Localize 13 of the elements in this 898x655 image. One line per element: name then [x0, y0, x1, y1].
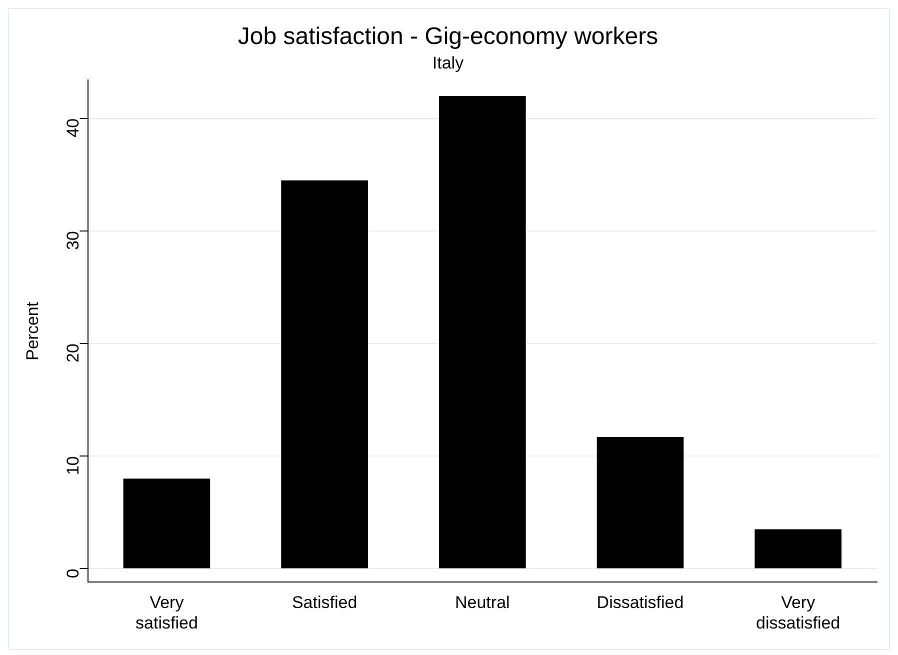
chart-subtitle: Italy: [432, 54, 464, 73]
x-tick-label: Satisfied: [292, 593, 358, 612]
x-tick-label: Very dissatisfied: [756, 593, 840, 632]
y-tick-label: 30: [63, 231, 82, 250]
y-tick-label: 20: [63, 344, 82, 363]
x-tick-label: Neutral: [454, 593, 510, 612]
chart-title: Job satisfaction - Gig-economy workers: [238, 23, 658, 50]
y-axis-title: Percent: [22, 302, 42, 360]
x-tick-label: Very satisfied: [136, 593, 198, 632]
x-tick-label: Dissatisfied: [596, 593, 684, 612]
y-tick-label: 0: [63, 568, 82, 578]
y-tick-label: 10: [63, 456, 82, 476]
y-tick-label: 40: [63, 118, 82, 138]
